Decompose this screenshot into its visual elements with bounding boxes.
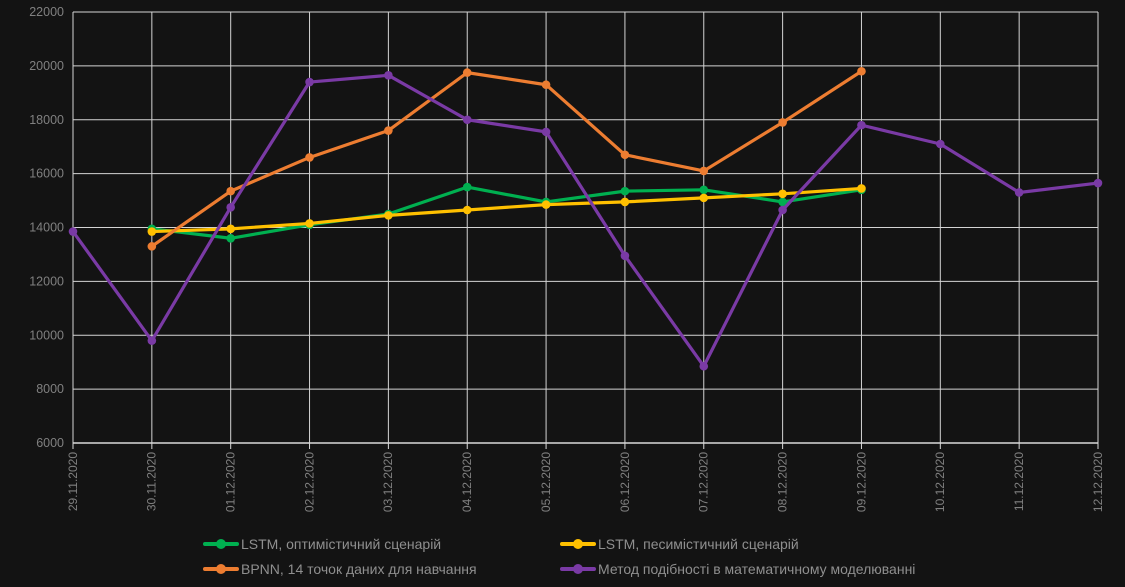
legend-item-bpnn: BPNN, 14 точок даних для навчання bbox=[203, 561, 560, 577]
x-tick-label: 30.11.2020 bbox=[145, 452, 159, 511]
data-point bbox=[305, 77, 314, 87]
legend-marker-line-icon bbox=[203, 538, 239, 549]
x-tick-label: 02.12.2020 bbox=[302, 452, 316, 512]
y-tick-label: 22000 bbox=[29, 5, 64, 19]
data-point bbox=[226, 233, 235, 243]
series-line-3 bbox=[71, 73, 1100, 368]
legend-label: BPNN, 14 точок даних для навчання bbox=[241, 560, 477, 577]
line-chart-plot: 22000 20000 18000 16000 14000 12000 10000 8000 6… bbox=[29, 5, 1105, 512]
x-tick-label: 08.12.2020 bbox=[775, 452, 789, 512]
x-tick-label: 09.12.2020 bbox=[854, 452, 868, 512]
x-tick-label: 04.12.2020 bbox=[460, 452, 474, 512]
legend-label: LSTM, песимістичний сценарій bbox=[598, 535, 799, 552]
x-tick-label: 01.12.2020 bbox=[224, 452, 238, 512]
legend-marker-dot-icon bbox=[573, 538, 583, 549]
legend-marker-dot-icon bbox=[216, 563, 226, 574]
data-point bbox=[699, 193, 709, 203]
data-point bbox=[147, 242, 157, 251]
data-point bbox=[305, 153, 314, 162]
x-tick-label: 06.12.2020 bbox=[618, 452, 632, 512]
y-tick-label: 16000 bbox=[29, 167, 64, 181]
data-point bbox=[778, 197, 787, 207]
data-point bbox=[384, 126, 393, 135]
data-point bbox=[541, 127, 551, 137]
data-point bbox=[462, 182, 472, 192]
series-line-1 bbox=[150, 186, 864, 234]
y-tick-label: 12000 bbox=[29, 274, 64, 288]
legend-marker-line-icon bbox=[560, 538, 596, 549]
data-point bbox=[147, 336, 157, 345]
data-point bbox=[699, 185, 709, 195]
x-tick-label: 03.12.2020 bbox=[381, 452, 395, 512]
y-tick-label: 8000 bbox=[36, 382, 64, 396]
legend-label: LSTM, оптимістичний сценарій bbox=[241, 535, 442, 552]
data-point bbox=[620, 251, 630, 261]
data-point bbox=[778, 118, 787, 127]
data-point bbox=[462, 115, 472, 125]
x-tick-label: 12.12.2020 bbox=[1091, 452, 1105, 512]
y-tick-label: 14000 bbox=[29, 221, 64, 235]
data-point bbox=[620, 186, 630, 196]
legend-item-lstm-optimistic: LSTM, оптимістичний сценарій bbox=[203, 536, 560, 552]
x-tick-label: 29.11.2020 bbox=[66, 452, 80, 511]
legend-item-lstm-pessimistic: LSTM, песимістичний сценарій bbox=[560, 536, 1125, 552]
data-point bbox=[1014, 188, 1024, 197]
data-point bbox=[778, 189, 787, 199]
data-point bbox=[462, 68, 472, 77]
data-point bbox=[778, 205, 787, 215]
x-tick-label: 07.12.2020 bbox=[697, 452, 711, 512]
legend-marker-dot-icon bbox=[216, 538, 226, 549]
legend-marker-line-icon bbox=[560, 563, 596, 574]
legend-item-similarity-method: Метод подібності в математичному моделюв… bbox=[560, 561, 1125, 577]
y-tick-label: 18000 bbox=[29, 113, 64, 127]
data-point bbox=[1093, 178, 1103, 188]
data-point bbox=[147, 227, 157, 236]
data-point bbox=[462, 205, 472, 215]
data-point bbox=[384, 71, 393, 80]
y-tick-label: 6000 bbox=[36, 436, 64, 450]
y-tick-label: 20000 bbox=[29, 59, 64, 73]
data-point bbox=[68, 227, 78, 236]
data-point bbox=[620, 197, 630, 207]
data-point bbox=[384, 211, 393, 220]
data-point bbox=[226, 202, 235, 212]
legend-marker-line-icon bbox=[203, 563, 239, 574]
data-point bbox=[857, 120, 866, 130]
x-tick-label: 05.12.2020 bbox=[539, 452, 553, 512]
data-point bbox=[305, 219, 314, 228]
data-point bbox=[857, 184, 866, 193]
x-tick-label: 10.12.2020 bbox=[933, 452, 947, 512]
data-point bbox=[857, 66, 866, 76]
legend-marker-dot-icon bbox=[573, 563, 583, 574]
data-point bbox=[541, 200, 551, 209]
data-point bbox=[541, 80, 551, 90]
x-tick-label: 11.12.2020 bbox=[1012, 452, 1026, 511]
data-point bbox=[936, 139, 945, 149]
chart-legend: LSTM, оптимістичний сценарій LSTM, песим… bbox=[0, 531, 1125, 581]
y-tick-label: 10000 bbox=[29, 328, 64, 342]
series-line-2 bbox=[150, 69, 864, 248]
legend-label: Метод подібності в математичному моделюв… bbox=[598, 560, 916, 577]
data-point bbox=[226, 186, 235, 196]
data-point bbox=[699, 166, 709, 176]
data-point bbox=[620, 150, 630, 160]
data-point bbox=[226, 224, 235, 234]
data-point bbox=[699, 361, 709, 371]
